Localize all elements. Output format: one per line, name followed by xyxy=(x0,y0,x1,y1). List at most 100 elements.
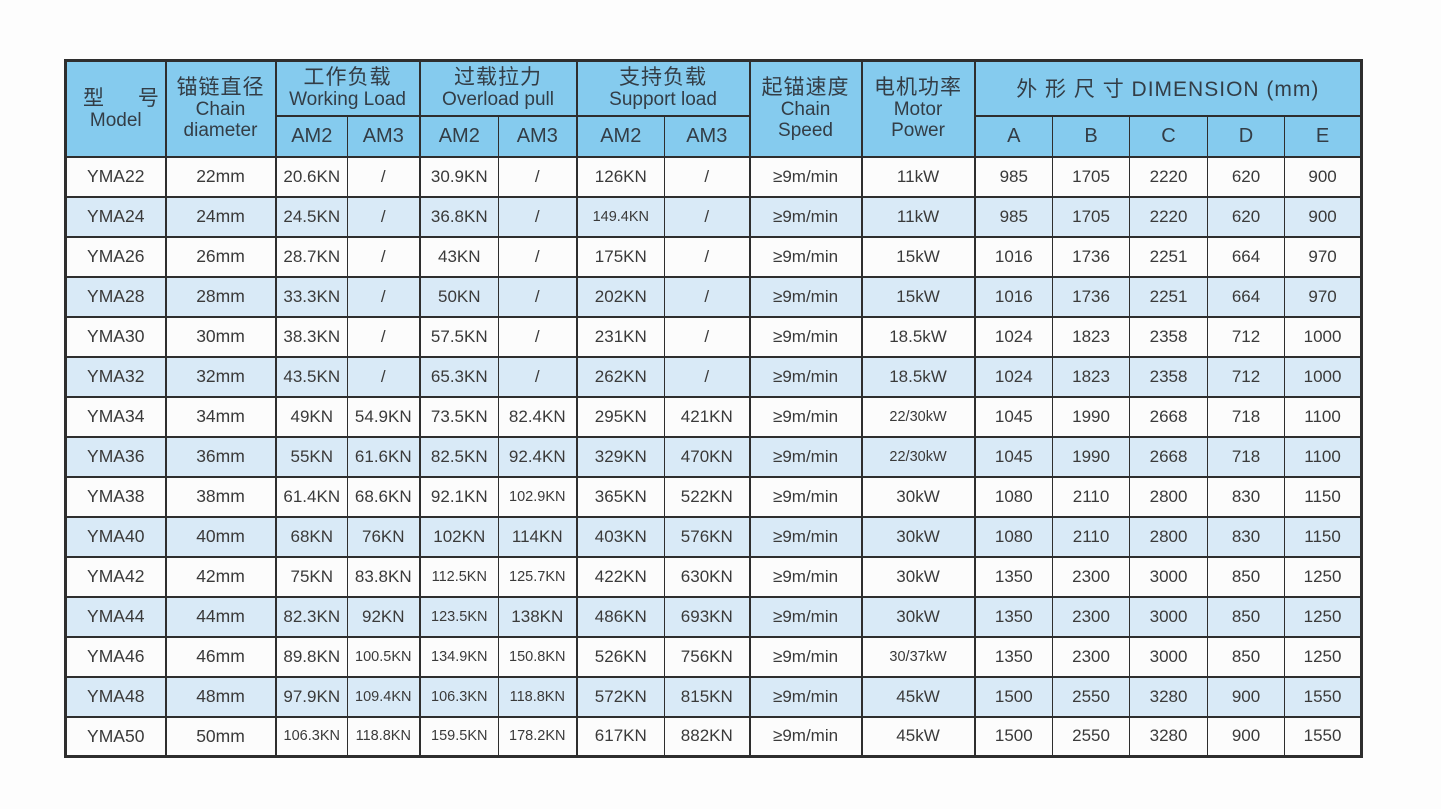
cell-dim-e: 1550 xyxy=(1284,675,1363,718)
cell-support-load-am3: 693KN xyxy=(664,595,751,638)
cell-model: YMA36 xyxy=(65,435,166,478)
header-working-am3: AM3 xyxy=(346,114,421,158)
cell-motor-power: 18.5kW xyxy=(860,355,976,398)
cell-dim-a: 1080 xyxy=(973,475,1054,518)
cell-overload-pull-am2: 73.5KN xyxy=(418,395,500,438)
cell-chain-diameter: 26mm xyxy=(164,235,276,278)
cell-support-load-am3: 576KN xyxy=(664,515,751,558)
cell-model: YMA40 xyxy=(65,515,166,558)
cell-model: YMA24 xyxy=(65,195,166,238)
cell-support-load-am2: 617KN xyxy=(575,715,666,758)
cell-chain-speed: ≥9m/min xyxy=(748,435,863,478)
cell-dim-a: 1045 xyxy=(973,435,1054,478)
cell-support-load-am2: 262KN xyxy=(575,355,666,398)
table-row: YMA50 50mm 106.3KN 118.8KN 159.5KN 178.2… xyxy=(65,715,1363,758)
cell-chain-speed: ≥9m/min xyxy=(748,235,863,278)
cell-motor-power: 30kW xyxy=(860,515,976,558)
cell-dim-c: 3000 xyxy=(1129,595,1209,638)
cell-dim-c: 2358 xyxy=(1129,355,1209,398)
cell-model: YMA50 xyxy=(65,715,166,758)
cell-chain-diameter: 36mm xyxy=(164,435,276,478)
table-row: YMA28 28mm 33.3KN / 50KN / 202KN / ≥9m/m… xyxy=(65,275,1363,318)
cell-overload-pull-am2: 123.5KN xyxy=(418,595,500,638)
header-overload-am3: AM3 xyxy=(498,114,578,158)
cell-overload-pull-am2: 65.3KN xyxy=(418,355,500,398)
cell-dim-b: 1736 xyxy=(1052,235,1131,278)
header-overload-pull-en: Overload pull xyxy=(442,89,554,111)
cell-support-load-am2: 572KN xyxy=(575,675,666,718)
cell-dim-d: 712 xyxy=(1207,315,1286,358)
cell-working-load-am3: / xyxy=(346,315,421,358)
cell-chain-speed: ≥9m/min xyxy=(748,675,863,718)
cell-working-load-am3: 83.8KN xyxy=(346,555,421,598)
cell-working-load-am2: 89.8KN xyxy=(274,635,348,678)
cell-dim-a: 1350 xyxy=(973,635,1054,678)
header-working-am2: AM2 xyxy=(274,114,348,158)
cell-working-load-am3: 54.9KN xyxy=(346,395,421,438)
header-model-en: Model xyxy=(89,109,142,131)
cell-working-load-am2: 106.3KN xyxy=(274,715,348,758)
header-dim-b: B xyxy=(1052,114,1131,158)
cell-working-load-am3: 76KN xyxy=(346,515,421,558)
table-row: YMA48 48mm 97.9KN 109.4KN 106.3KN 118.8K… xyxy=(65,675,1363,718)
header-support-load: 支持负载 Support load xyxy=(575,59,751,117)
cell-support-load-am2: 526KN xyxy=(575,635,666,678)
cell-working-load-am2: 55KN xyxy=(274,435,348,478)
cell-motor-power: 30/37kW xyxy=(860,635,976,678)
header-working-load-zh: 工作负载 xyxy=(303,66,392,90)
cell-motor-power: 30kW xyxy=(860,475,976,518)
cell-chain-speed: ≥9m/min xyxy=(748,275,863,318)
table-row: YMA34 34mm 49KN 54.9KN 73.5KN 82.4KN 295… xyxy=(65,395,1363,438)
cell-overload-pull-am3: 138KN xyxy=(498,595,578,638)
header-dim-c: C xyxy=(1129,114,1209,158)
cell-overload-pull-am3: / xyxy=(498,195,578,238)
cell-model: YMA42 xyxy=(65,555,166,598)
header-dimension: 外 形 尺 寸 DIMENSION (mm) xyxy=(973,59,1363,117)
header-motor-power: 电机功率 Motor Power xyxy=(860,59,976,158)
header-motor-power-en1: Motor xyxy=(893,99,943,121)
cell-dim-e: 1100 xyxy=(1284,435,1363,478)
cell-dim-e: 1150 xyxy=(1284,515,1363,558)
cell-chain-speed: ≥9m/min xyxy=(748,195,863,238)
cell-dim-e: 1150 xyxy=(1284,475,1363,518)
cell-support-load-am2: 202KN xyxy=(575,275,666,318)
table-row: YMA24 24mm 24.5KN / 36.8KN / 149.4KN / ≥… xyxy=(65,195,1363,238)
header-support-am3: AM3 xyxy=(664,114,751,158)
cell-working-load-am2: 43.5KN xyxy=(274,355,348,398)
cell-working-load-am3: / xyxy=(346,355,421,398)
cell-chain-diameter: 34mm xyxy=(164,395,276,438)
table-body: YMA22 22mm 20.6KN / 30.9KN / 126KN / ≥9m… xyxy=(65,155,1363,758)
cell-support-load-am2: 365KN xyxy=(575,475,666,518)
cell-working-load-am3: / xyxy=(346,275,421,318)
cell-overload-pull-am3: 125.7KN xyxy=(498,555,578,598)
cell-dim-e: 970 xyxy=(1284,235,1363,278)
cell-dim-a: 1016 xyxy=(973,235,1054,278)
cell-working-load-am2: 24.5KN xyxy=(274,195,348,238)
cell-dim-c: 2668 xyxy=(1129,435,1209,478)
cell-working-load-am3: / xyxy=(346,235,421,278)
cell-dim-e: 1550 xyxy=(1284,715,1363,758)
cell-dim-d: 900 xyxy=(1207,715,1286,758)
cell-model: YMA34 xyxy=(65,395,166,438)
header-overload-am2: AM2 xyxy=(418,114,500,158)
table-row: YMA44 44mm 82.3KN 92KN 123.5KN 138KN 486… xyxy=(65,595,1363,638)
header-support-load-zh: 支持负载 xyxy=(619,66,708,90)
cell-chain-diameter: 42mm xyxy=(164,555,276,598)
cell-dim-d: 718 xyxy=(1207,395,1286,438)
cell-dim-e: 1250 xyxy=(1284,555,1363,598)
cell-dim-b: 2110 xyxy=(1052,515,1131,558)
cell-model: YMA38 xyxy=(65,475,166,518)
cell-support-load-am2: 149.4KN xyxy=(575,195,666,238)
cell-dim-e: 970 xyxy=(1284,275,1363,318)
cell-dim-e: 900 xyxy=(1284,195,1363,238)
cell-working-load-am3: 92KN xyxy=(346,595,421,638)
cell-chain-speed: ≥9m/min xyxy=(748,355,863,398)
cell-dim-c: 3280 xyxy=(1129,675,1209,718)
cell-overload-pull-am2: 82.5KN xyxy=(418,435,500,478)
cell-overload-pull-am2: 106.3KN xyxy=(418,675,500,718)
cell-dim-c: 3280 xyxy=(1129,715,1209,758)
cell-motor-power: 15kW xyxy=(860,235,976,278)
cell-support-load-am3: / xyxy=(664,235,751,278)
cell-working-load-am3: 100.5KN xyxy=(346,635,421,678)
cell-dim-d: 718 xyxy=(1207,435,1286,478)
